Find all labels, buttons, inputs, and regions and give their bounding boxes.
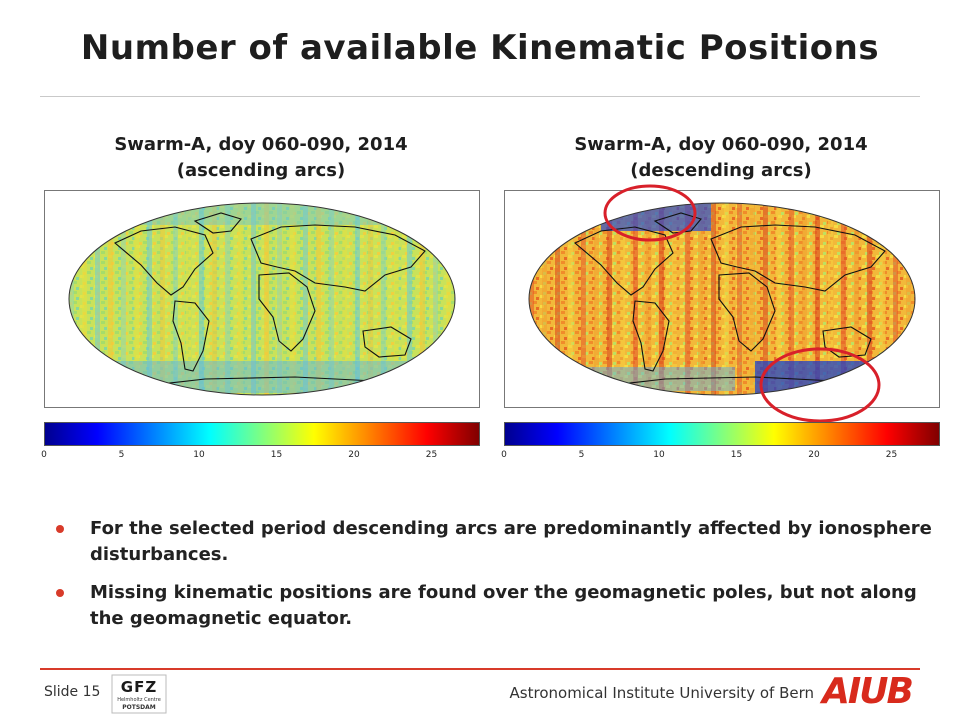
colorbar-tick-label: 20: [348, 450, 360, 460]
panel-title-line1: Swarm-A, doy 060-090, 2014: [574, 134, 868, 155]
bullet-dot-icon: [56, 589, 64, 597]
aiub-logo: AIUB: [822, 671, 914, 712]
colorbar-tick-label: 25: [885, 450, 898, 460]
slide-number: Slide 15: [44, 684, 101, 700]
map-ascending: [44, 190, 480, 408]
slide-title: Number of available Kinematic Positions: [80, 28, 880, 68]
bullet-text: Missing kinematic positions are found ov…: [90, 582, 917, 629]
colorbar-ticks-ascending: 0 5 10 15 20 25: [41, 450, 478, 464]
colorbar-ticks-descending: 0 5 10 15 20 25: [501, 450, 938, 464]
panel-title-line1: Swarm-A, doy 060-090, 2014: [114, 134, 408, 155]
panel-title-ascending: Swarm-A, doy 060-090, 2014 (ascending ar…: [44, 132, 478, 184]
colorbar-tick-label: 0: [501, 450, 507, 460]
map-descending: [504, 190, 940, 408]
footer-divider: [40, 668, 920, 670]
colorbar-tick-label: 5: [578, 450, 585, 460]
title-divider: [40, 96, 920, 97]
colorbar-tick-label: 20: [808, 450, 820, 460]
bullet-list: For the selected period descending arcs …: [52, 516, 932, 632]
gfz-logo-text: GFZ: [121, 678, 157, 696]
panel-title-line2: (ascending arcs): [176, 160, 346, 181]
colorbar-tick-label: 25: [425, 450, 438, 460]
highlight-circle-north: [603, 184, 697, 242]
highlight-circle-south: [759, 347, 881, 423]
colorbar-tick-label: 5: [118, 450, 125, 460]
colorbar-tick-label: 10: [193, 450, 205, 460]
institute-name: Astronomical Institute University of Ber…: [509, 684, 814, 702]
panel-title-descending: Swarm-A, doy 060-090, 2014 (descending a…: [504, 132, 938, 184]
world-map-descending: [528, 202, 916, 396]
colorbar-tick-label: 15: [270, 450, 283, 460]
panel-title-line2: (descending arcs): [630, 160, 812, 181]
colorbar-tick-label: 0: [41, 450, 47, 460]
bullet-item: Missing kinematic positions are found ov…: [52, 580, 932, 632]
bullet-dot-icon: [56, 525, 64, 533]
gfz-logo: GFZ Helmholtz Centre POTSDAM: [111, 674, 167, 714]
colorbar-ascending: [44, 422, 480, 446]
colorbar-tick-label: 10: [653, 450, 665, 460]
bullet-item: For the selected period descending arcs …: [52, 516, 932, 568]
gfz-logo-sub2: POTSDAM: [122, 704, 156, 711]
bullet-text: For the selected period descending arcs …: [90, 518, 932, 565]
world-map-ascending: [68, 202, 456, 396]
gfz-logo-sub1: Helmholtz Centre: [117, 697, 161, 703]
colorbar-descending: [504, 422, 940, 446]
colorbar-tick-label: 15: [730, 450, 743, 460]
